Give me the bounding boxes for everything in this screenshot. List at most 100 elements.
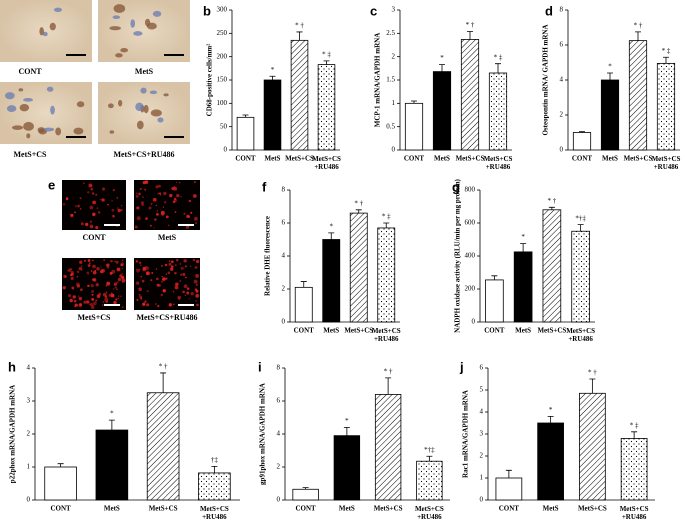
cell [43,127,55,132]
nucleus [113,288,115,290]
nucleus [165,273,167,275]
image-label: MetS+CS+RU486 [113,150,174,159]
nucleus [188,199,191,203]
scale-bar [178,304,194,306]
nucleus [92,270,97,275]
significance-label: * [110,410,114,418]
nucleus [190,211,193,215]
nucleus [175,258,179,262]
nucleus [169,193,173,198]
nucleus [150,203,153,205]
nucleus [173,303,175,306]
nucleus [121,272,124,275]
x-tick-label: CONT [572,155,593,163]
nucleus [135,260,139,263]
panel-letter: g [452,179,460,194]
nucleus [92,212,96,217]
nucleus [150,279,153,282]
error-bar [323,60,330,65]
cell [49,22,56,31]
y-tick-label: 150 [217,76,228,84]
bar [460,39,480,151]
significance-label: * [608,63,612,71]
nucleus [122,281,124,283]
significance-label: * [345,417,349,425]
y-tick-label: 100 [217,99,228,107]
x-tick-label: MetS+CS +RU486 [372,327,401,343]
nucleus [65,197,69,200]
nucleus [111,269,116,274]
nucleus [72,287,75,290]
nucleus [157,192,160,195]
scale-bar [66,54,86,56]
error-bar [635,31,641,41]
nucleus [165,277,168,280]
nucleus [160,293,163,297]
error-bar [579,131,585,133]
nucleus [168,260,171,262]
nucleus [80,265,83,267]
error-bar [302,487,309,490]
nucleus [145,217,148,221]
bar [377,227,396,323]
cell [55,127,62,136]
nucleus [64,275,66,278]
nucleus [163,201,167,204]
error-bar [269,75,276,80]
nucleus [168,303,172,307]
nucleus [155,204,158,207]
nucleus [193,279,198,284]
nucleus [77,204,80,208]
significance-label: * ‡ [630,421,639,429]
cell [130,19,136,28]
cell [113,4,126,13]
nucleus [134,225,138,229]
nucleus [195,283,198,286]
micrograph-bg [134,180,200,230]
nucleus [139,295,143,299]
cell [115,53,123,58]
nucleus [79,208,82,210]
nucleus [155,277,159,281]
nucleus [168,262,172,266]
bar [432,71,452,151]
nucleus [162,289,166,293]
image-label: CONT [18,67,42,76]
bar [495,477,523,501]
bar [349,212,368,323]
nucleus [91,290,94,293]
nucleus [185,276,187,279]
error-bar [439,64,445,72]
nucleus [99,198,102,201]
y-tick-label: 4 [282,252,286,260]
cell [6,105,17,113]
nucleus [70,270,74,274]
y-tick-label: 800 [465,186,476,194]
bar [537,422,564,501]
y-axis-label: MCP-1 mRNA/GAPDH mRNA [374,33,382,127]
nucleus [157,284,161,287]
x-tick-label: MetS+CS +RU486 [415,505,444,521]
bar [146,392,180,501]
nucleus [195,259,200,264]
error-bar [57,463,64,467]
y-tick-label: 0 [392,146,396,154]
nucleus [175,282,179,286]
nucleus [95,283,99,287]
nucleus [98,292,102,296]
nucleus [156,212,159,216]
bar [95,429,129,501]
cell [140,87,147,94]
y-tick-label: 400 [465,252,476,260]
nucleus [177,295,181,300]
nucleus [195,274,199,278]
error-bar [300,281,307,288]
cell [157,117,164,123]
panel-letter: i [258,359,262,374]
nucleus [90,284,94,288]
nucleus [120,295,122,298]
nucleus [90,270,93,272]
significance-label: * [330,223,334,231]
nucleus [175,264,177,266]
nucleus [91,192,95,195]
